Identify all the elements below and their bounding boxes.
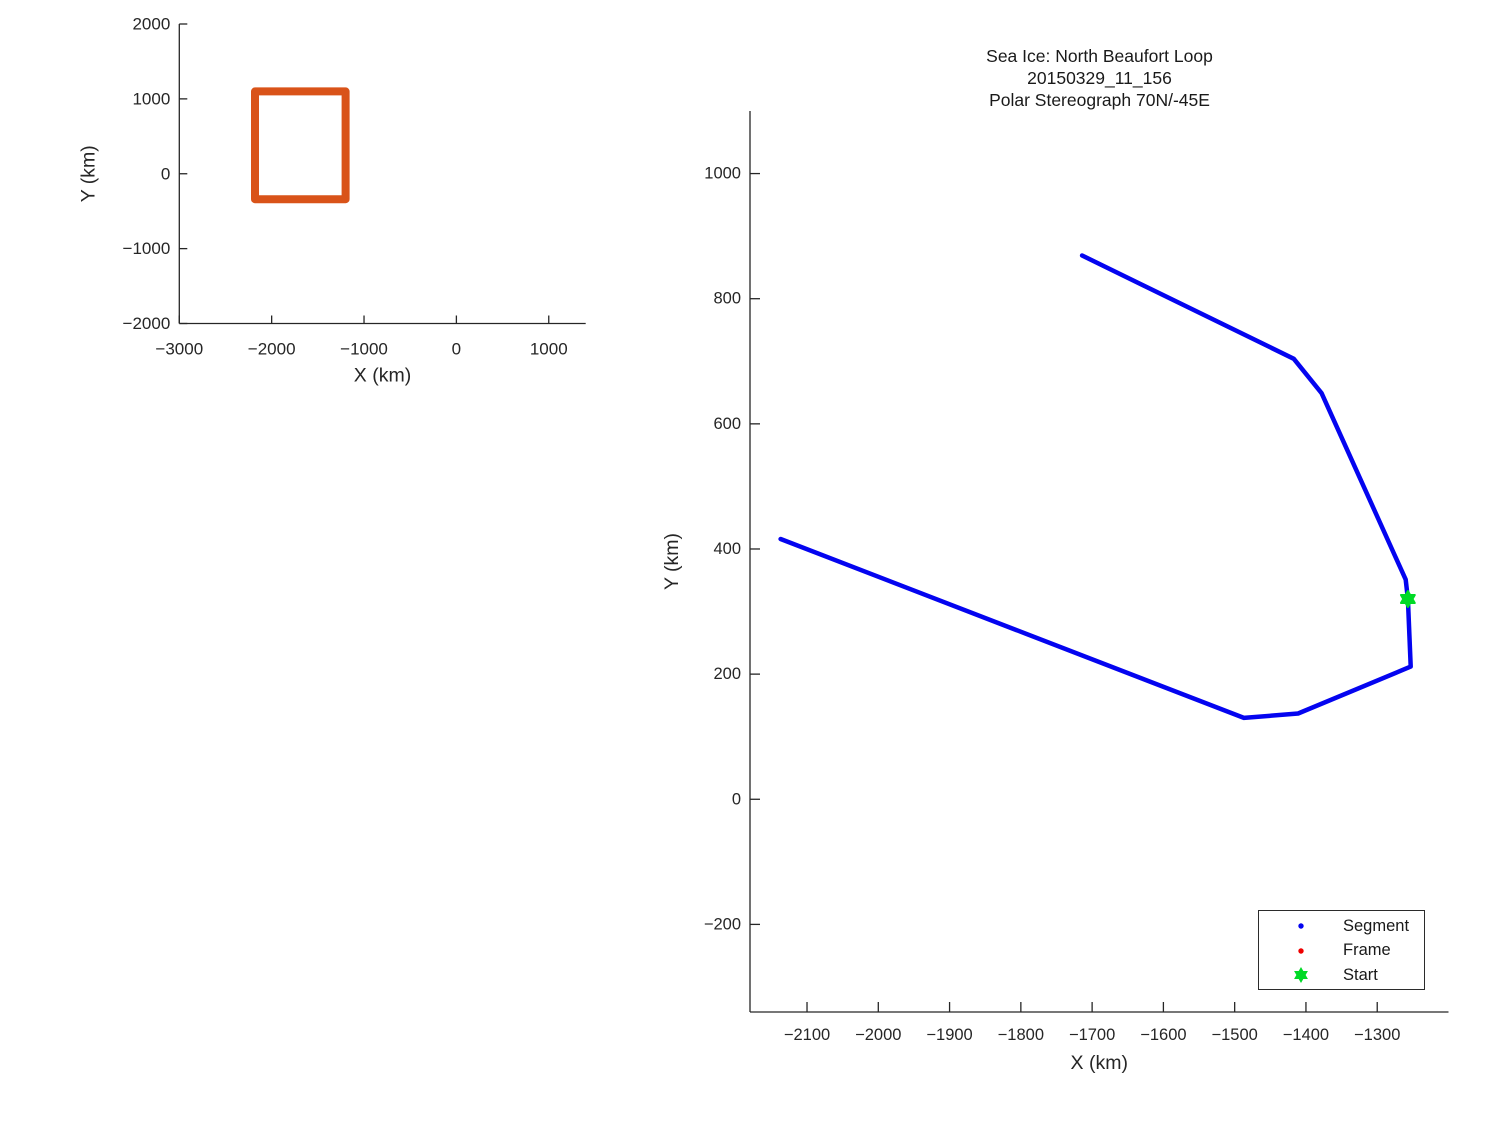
legend-label-start: Start [1343,965,1378,984]
trajectory-x-tick-label-8: −1300 [1354,1026,1400,1044]
trajectory-xlabel: X (km) [1071,1052,1128,1074]
legend-row-start: Start [1259,963,1424,988]
overview-x-tick-label-4: 1000 [530,340,568,359]
overview-y-tick-label-2: 0 [161,164,170,183]
start-hexagram-icon [1259,965,1343,985]
overview-axes: −3000 −2000 −1000 0 1000 −2000 −1000 0 1000 2000 X… [77,15,586,387]
legend-label-frame: Frame [1343,941,1391,960]
plot-title: Sea Ice: North Beaufort Loop 20150329_11… [750,45,1449,111]
plot-title-line-3: Polar Stereograph 70N/-45E [989,90,1210,110]
legend-row-frame: Frame [1259,939,1424,964]
trajectory-x-tick-label-0: −2100 [784,1026,830,1044]
trajectory-x-tick-label-3: −1800 [998,1026,1044,1044]
overview-x-tick-label-0: −3000 [155,340,203,359]
trajectory-x-tick-label-7: −1400 [1283,1026,1329,1044]
trajectory-ylabel: Y (km) [661,533,683,590]
legend-box: Segment Frame Start [1258,910,1425,990]
overview-y-tick-label-3: 1000 [132,89,170,108]
trajectory-x-tick-label-1: −2000 [855,1026,901,1044]
overview-y-tick-label-0: −2000 [123,314,171,333]
trajectory-x-tick-label-5: −1600 [1140,1026,1186,1044]
trajectory-y-tick-label-4: 600 [713,415,741,433]
trajectory-start-marker [1399,590,1416,609]
trajectory-axes: −2100 −2000 −1900 −1800 −1700 −1600 −1500 −1400… [661,111,1449,1074]
plot-title-line-2: 20150329_11_156 [1027,68,1172,88]
trajectory-y-tick-label-0: −200 [704,915,741,933]
segment-dot-icon [1259,921,1343,931]
trajectory-y-tick-label-5: 800 [713,290,741,308]
trajectory-x-tick-label-4: −1700 [1069,1026,1115,1044]
overview-x-tick-label-3: 0 [452,340,461,359]
trajectory-x-tick-label-2: −1900 [926,1026,972,1044]
overview-x-tick-label-2: −1000 [340,340,388,359]
trajectory-x-tick-label-6: −1500 [1212,1026,1258,1044]
overview-ylabel: Y (km) [77,145,99,202]
legend-row-segment: Segment [1259,914,1424,939]
frame-dot-icon [1259,946,1343,956]
overview-series-region-extent-box [251,87,350,204]
legend-label-segment: Segment [1343,916,1410,935]
trajectory-y-tick-label-1: 0 [732,790,741,808]
plot-title-line-1: Sea Ice: North Beaufort Loop [986,46,1213,66]
trajectory-y-tick-label-6: 1000 [704,165,741,183]
trajectory-y-tick-label-3: 400 [713,540,741,558]
trajectory-series-segment [778,253,1413,721]
overview-y-tick-label-1: −1000 [123,239,171,258]
overview-x-tick-label-1: −2000 [248,340,296,359]
overview-y-tick-label-4: 2000 [132,15,170,34]
overview-xlabel: X (km) [354,365,411,387]
trajectory-y-tick-label-2: 200 [713,665,741,683]
